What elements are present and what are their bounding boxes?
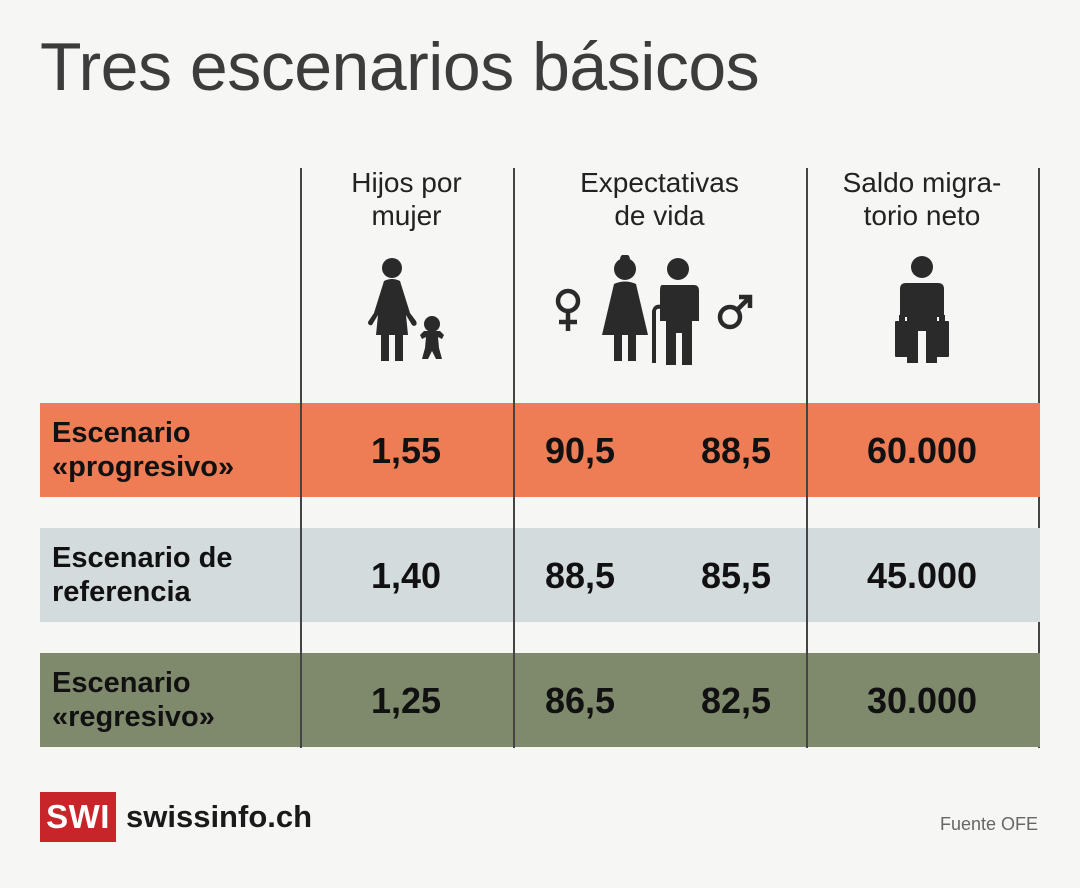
row-label-regresivo: Escenario «regresivo» (52, 666, 215, 734)
cell-hijos: 1,25 (370, 680, 442, 721)
row-label-referencia: Escenario de referencia (52, 541, 233, 609)
cell-vida-mujer: 86,5 (544, 680, 616, 721)
cell-vida-hombre: 82,5 (700, 680, 772, 721)
column-divider (300, 403, 302, 748)
row-label-line: referencia (52, 576, 191, 608)
row-band-progresivo (40, 403, 1040, 497)
mother-child-icon (368, 258, 444, 361)
source-note: Fuente OFE (939, 814, 1038, 834)
column-header-line: Expectativas (580, 167, 739, 198)
chart-title: Tres escenarios básicos (40, 29, 760, 105)
row-band-regresivo (40, 653, 1040, 747)
cell-vida-mujer: 90,5 (544, 430, 616, 471)
row-label-line: «regresivo» (52, 701, 215, 733)
traveler-luggage-icon (895, 256, 949, 363)
elderly-woman-icon (602, 255, 648, 361)
column-header-expectativas: Expectativas de vida (513, 166, 806, 232)
swi-logo[interactable]: SWI (40, 792, 116, 842)
male-symbol-icon (717, 294, 753, 330)
cell-vida-hombre: 85,5 (700, 555, 772, 596)
column-header-hijos: Hijos por mujer (300, 166, 513, 232)
cell-saldo: 45.000 (866, 555, 978, 596)
column-header-line: de vida (614, 200, 705, 231)
elderly-couple-icon (555, 255, 753, 365)
cell-saldo: 60.000 (866, 430, 978, 471)
row-label-progresivo: Escenario «progresivo» (52, 416, 234, 484)
row-label-line: «progresivo» (52, 451, 235, 483)
cell-vida-hombre: 88,5 (700, 430, 772, 471)
column-header-saldo: Saldo migra- torio neto (806, 166, 1038, 232)
row-label-line: Escenario (52, 417, 191, 449)
cell-saldo: 30.000 (866, 680, 978, 721)
column-header-line: Saldo migra- (842, 167, 1002, 198)
row-band-referencia (40, 528, 1040, 622)
column-header-line: Hijos por (351, 167, 462, 198)
column-divider (513, 403, 515, 748)
cell-hijos: 1,40 (370, 555, 442, 596)
column-divider (806, 403, 808, 748)
column-header-line: torio neto (863, 200, 981, 231)
female-symbol-icon (555, 288, 581, 331)
cell-vida-mujer: 88,5 (544, 555, 616, 596)
row-label-line: Escenario de (52, 542, 233, 574)
row-label-line: Escenario (52, 667, 191, 699)
cell-hijos: 1,55 (370, 430, 442, 471)
brand-link[interactable]: swissinfo.ch (126, 799, 313, 834)
elderly-man-icon (652, 258, 699, 365)
column-header-line: mujer (371, 200, 442, 231)
